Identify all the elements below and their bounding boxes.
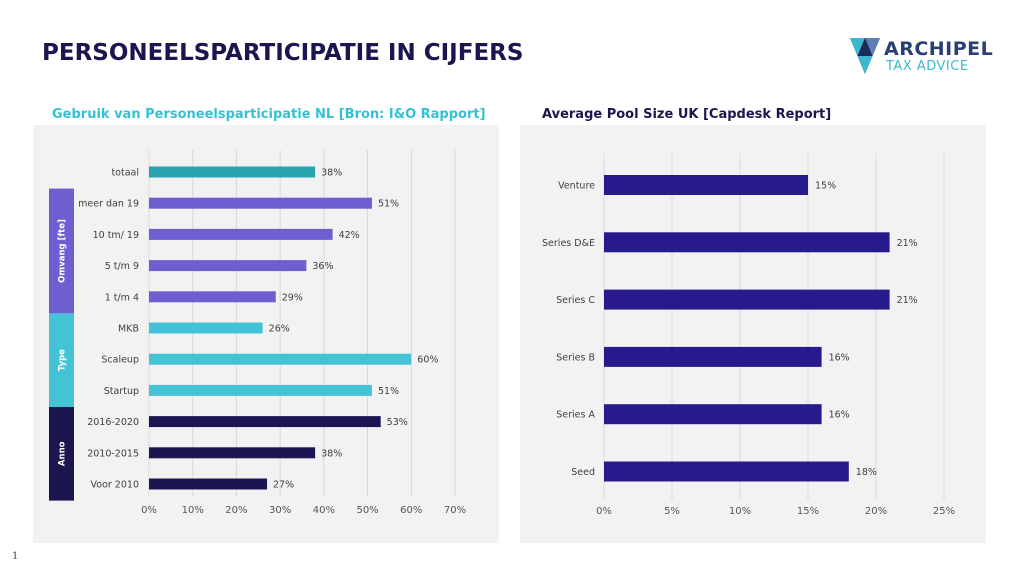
archipel-triangle-logo-icon [850, 38, 880, 74]
x-tick-label: 5% [664, 506, 680, 517]
page-number: 1 [12, 551, 19, 562]
x-tick-label: 20% [865, 506, 887, 517]
data-label: 38% [321, 448, 342, 459]
data-label: 42% [339, 230, 360, 241]
category-label: 5 t/m 9 [105, 261, 139, 272]
category-label: 1 t/m 4 [105, 292, 139, 303]
right-chart-title: Average Pool Size UK [Capdesk Report] [542, 107, 832, 122]
group-label: Omvang [fte] [58, 219, 68, 283]
bar [149, 447, 316, 459]
category-label: Series A [556, 410, 595, 421]
bar [149, 384, 372, 396]
group-band [49, 313, 74, 407]
data-label: 21% [897, 238, 918, 249]
data-label: 15% [815, 181, 836, 192]
category-label: Series B [556, 352, 595, 363]
category-label: MKB [118, 324, 139, 335]
x-tick-label: 40% [313, 505, 335, 516]
bar [149, 353, 412, 365]
right-chart-panel: 0% 5% 10% 15% 20% 25% Venture 15% Series D&E 21% S… [520, 125, 986, 543]
bar [604, 289, 890, 310]
archipel-logo: ARCHIPEL TAX ADVICE [846, 36, 996, 78]
data-label: 29% [282, 292, 303, 303]
left-chart-panel: 0% 10% 20% 30% 40% 50% 60% 70% totaal 38% meer dan… [33, 125, 499, 543]
bar [604, 346, 822, 367]
group-label: Type [58, 349, 68, 371]
logo-wordmark: ARCHIPEL [884, 38, 994, 60]
group-label: Anno [58, 441, 68, 466]
x-tick-label: 0% [141, 505, 157, 516]
category-label: meer dan 19 [78, 199, 139, 210]
x-tick-label: 50% [356, 505, 378, 516]
data-label: 26% [269, 324, 290, 335]
data-label: 38% [321, 168, 342, 179]
bar [604, 232, 890, 253]
x-tick-label: 60% [400, 505, 422, 516]
category-label: Series D&E [542, 238, 595, 249]
x-tick-label: 15% [797, 506, 819, 517]
bar [149, 260, 307, 272]
bar [604, 175, 808, 195]
data-label: 36% [312, 261, 333, 272]
left-chart-title: Gebruik van Personeelsparticipatie NL [B… [52, 107, 486, 122]
bar [149, 166, 316, 178]
data-label: 27% [273, 480, 294, 491]
bar [149, 197, 372, 209]
data-label: 51% [378, 199, 399, 210]
bar [149, 478, 268, 490]
x-tick-label: 0% [596, 506, 612, 517]
data-label: 60% [417, 355, 438, 366]
category-label: Startup [104, 386, 139, 397]
bar [149, 416, 381, 428]
data-label: 16% [829, 352, 850, 363]
x-tick-label: 30% [269, 505, 291, 516]
data-label: 53% [387, 417, 408, 428]
bar [149, 291, 276, 303]
x-tick-label: 10% [729, 506, 751, 517]
x-tick-label: 10% [182, 505, 204, 516]
bar [149, 322, 263, 334]
category-label: Seed [571, 467, 595, 478]
category-label: Scaleup [101, 355, 139, 366]
category-label: Venture [558, 181, 595, 192]
data-label: 18% [856, 467, 877, 478]
bar [604, 461, 849, 482]
data-label: 51% [378, 386, 399, 397]
group-band [49, 407, 74, 501]
slide-title: PERSONEELSPARTICIPATIE IN CIJFERS [42, 40, 524, 66]
data-label: 16% [829, 410, 850, 421]
logo-subtitle: TAX ADVICE [886, 59, 969, 74]
right-bar-chart: 0% 5% 10% 15% 20% 25% Venture 15% Series D&E 21% S… [542, 153, 955, 517]
group-band [49, 188, 74, 314]
x-tick-label: 25% [933, 506, 955, 517]
bar [149, 228, 333, 240]
category-label: 2010-2015 [87, 448, 139, 459]
x-tick-label: 20% [225, 505, 247, 516]
category-label: Series C [556, 295, 595, 306]
bar [604, 404, 822, 425]
data-label: 21% [897, 295, 918, 306]
x-tick-label: 70% [444, 505, 466, 516]
category-label: 10 tm/ 19 [93, 230, 139, 241]
category-label: totaal [111, 168, 139, 179]
category-label: Voor 2010 [91, 480, 140, 491]
category-label: 2016-2020 [87, 417, 139, 428]
left-bar-chart: 0% 10% 20% 30% 40% 50% 60% 70% totaal 38% meer dan… [49, 150, 466, 516]
